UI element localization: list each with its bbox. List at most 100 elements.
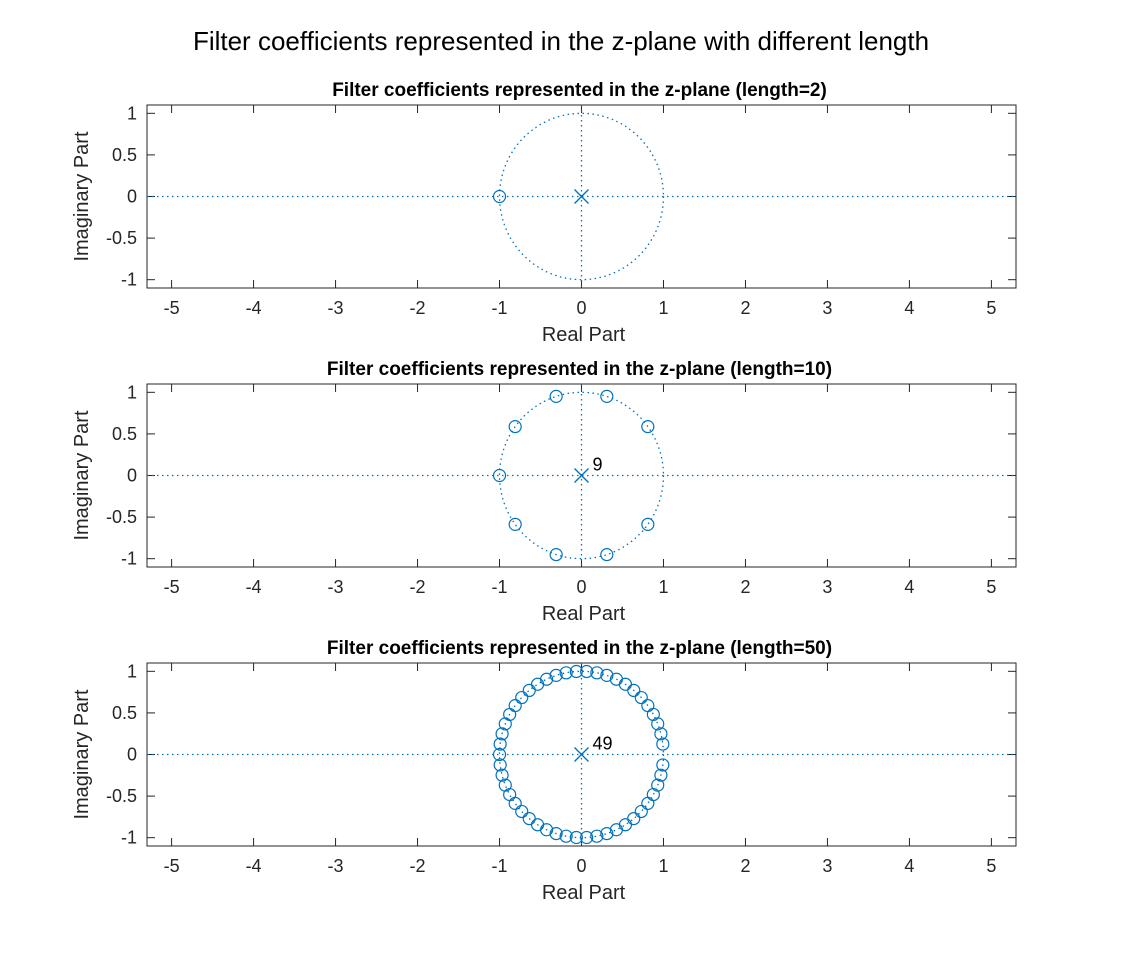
zero-marker (641, 699, 655, 713)
x-axis-label: Real Part (542, 324, 626, 346)
y-tick-label: -0.5 (106, 507, 137, 527)
x-tick-label: -2 (410, 856, 426, 876)
zero-marker (569, 830, 583, 845)
zero-marker (515, 690, 529, 705)
x-tick-label: 3 (822, 856, 832, 876)
zero-marker (549, 668, 563, 682)
zero-marker (641, 420, 655, 434)
zero-marker (609, 672, 624, 686)
zero-marker (495, 727, 509, 741)
subplot-3: -5 -4 -3 -2 -1 0 1 2 3 4 5 1 0.5 0 -0.5 -1 Filter coeffi… (71, 638, 1017, 904)
zero-marker (590, 666, 604, 680)
y-tick-label: 0.5 (112, 703, 137, 723)
x-tick-label: 4 (904, 856, 914, 876)
x-tick-label: 1 (658, 577, 668, 597)
figure-title: Filter coefficients represented in the z… (192, 26, 930, 56)
zero-marker (580, 830, 594, 845)
x-tick-label: 3 (822, 577, 832, 597)
zero-marker (492, 189, 507, 204)
zero-marker (600, 389, 614, 403)
pole-marker (574, 468, 589, 483)
subplot-title: Filter coefficients represented in the z… (327, 638, 832, 659)
x-tick-label: -2 (410, 298, 426, 318)
x-tick-label: -3 (328, 298, 344, 318)
unit-circle (498, 391, 665, 560)
subplot-title: Filter coefficients represented in the z… (327, 359, 832, 380)
zero-marker (495, 768, 509, 782)
x-tick-label: 2 (740, 577, 750, 597)
x-tick-label: 4 (904, 298, 914, 318)
zero-marker (656, 758, 670, 772)
zero-marker (503, 787, 517, 802)
x-tick-label: 3 (822, 298, 832, 318)
x-tick-label: -5 (164, 298, 180, 318)
y-tick-label: 0 (127, 187, 137, 207)
pole-multiplicity-label: 49 (593, 734, 613, 754)
x-tick-label: 1 (658, 298, 668, 318)
zero-marker (600, 548, 614, 562)
x-tick-label: -1 (492, 298, 508, 318)
x-tick-label: -1 (492, 856, 508, 876)
pole-multiplicity-label: 9 (593, 455, 603, 475)
x-tick-label: 1 (658, 856, 668, 876)
y-tick-label: 0 (127, 466, 137, 486)
zero-marker (539, 823, 554, 837)
x-axis-label: Real Part (542, 882, 626, 904)
zero-marker (492, 747, 507, 762)
zero-marker (530, 677, 545, 691)
zero-marker (522, 683, 536, 698)
x-tick-label: -4 (246, 577, 262, 597)
zero-marker (559, 829, 573, 843)
x-tick-label: 2 (740, 298, 750, 318)
y-tick-label: 1 (127, 103, 137, 123)
zero-marker (549, 389, 563, 403)
y-tick-label: -0.5 (106, 228, 137, 248)
y-tick-label: -1 (121, 549, 137, 569)
x-tick-label: 2 (740, 856, 750, 876)
x-tick-label: -5 (164, 856, 180, 876)
pole-marker (574, 747, 589, 762)
zero-marker (646, 787, 660, 802)
x-tick-label: -4 (246, 298, 262, 318)
x-tick-label: -5 (164, 577, 180, 597)
unit-circle (498, 112, 665, 281)
y-tick-label: 1 (127, 382, 137, 402)
pole-stroke (574, 189, 589, 204)
y-tick-label: 0.5 (112, 424, 137, 444)
zero-marker (618, 677, 633, 691)
pole-marker (574, 189, 589, 204)
zero-marker (515, 804, 529, 819)
zero-marker (580, 664, 594, 679)
x-tick-label: 4 (904, 577, 914, 597)
zero-marker (559, 666, 573, 680)
zero-marker (656, 737, 670, 751)
zero-marker (609, 823, 624, 837)
y-tick-label: 0 (127, 745, 137, 765)
zero-marker (549, 548, 563, 562)
unit-circle (498, 670, 665, 839)
y-tick-label: 1 (127, 661, 137, 681)
zero-marker (627, 811, 641, 826)
zero-marker (492, 468, 507, 483)
x-tick-label: 0 (576, 577, 586, 597)
zero-marker (651, 778, 665, 792)
zero-marker (508, 420, 522, 434)
y-tick-label: -1 (121, 270, 137, 290)
zero-marker (654, 727, 668, 741)
zero-marker (590, 829, 604, 843)
zero-marker (508, 517, 522, 531)
subplot-1: -5 -4 -3 -2 -1 0 1 2 3 4 5 1 0.5 0 -0.5 -1 Filter coeffi… (71, 80, 1017, 346)
zero-marker (634, 804, 648, 819)
zero-marker (539, 672, 554, 686)
x-tick-label: -1 (492, 577, 508, 597)
subplot-2: -5 -4 -3 -2 -1 0 1 2 3 4 5 1 0.5 0 -0.5 -1 Filter coeffi… (71, 359, 1017, 625)
y-tick-label: -1 (121, 828, 137, 848)
zero-marker (493, 758, 507, 772)
zero-marker (600, 827, 614, 841)
x-tick-label: 0 (576, 856, 586, 876)
x-tick-label: -3 (328, 577, 344, 597)
x-tick-label: 0 (576, 298, 586, 318)
zero-marker (618, 818, 633, 832)
zero-marker (549, 827, 563, 841)
y-axis-label: Imaginary Part (71, 410, 93, 540)
